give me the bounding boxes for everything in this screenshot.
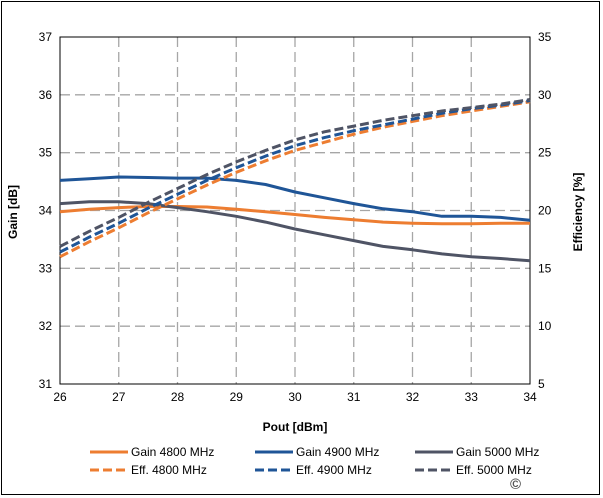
right-axis-title: Efficiency [%] [571,173,585,252]
x-tick-label: 27 [112,390,126,404]
series-line-gain-4800-mhz [59,205,530,226]
right-tick-label: 10 [538,319,552,333]
right-axis-ticks: 5 10 15 20 25 30 35 [538,30,552,391]
right-tick-label: 30 [538,88,552,102]
left-axis-title: Gain [dB] [6,185,20,239]
left-tick-label: 34 [39,204,53,218]
series-line-eff-4800-mhz [59,100,531,259]
legend-label: Gain 4800 MHz [131,445,214,459]
x-tick-label: 34 [523,390,537,404]
legend-label: Gain 4900 MHz [296,445,379,459]
legend-label: Eff. 4800 MHz [131,463,207,477]
series-lines [59,98,531,263]
x-tick-label: 26 [53,390,67,404]
grid [60,37,530,384]
x-axis-title: Pout [dBm] [263,420,328,434]
x-tick-label: 31 [347,390,361,404]
left-tick-label: 35 [39,146,53,160]
right-tick-label: 5 [538,377,545,391]
series-line-eff-4900-mhz [59,99,531,254]
left-tick-label: 31 [39,377,53,391]
x-tick-label: 32 [406,390,420,404]
x-tick-label: 29 [230,390,244,404]
series-line-gain-4900-mhz [59,175,531,222]
legend: Gain 4800 MHz Gain 4900 MHz Gain 5000 MHz E… [90,445,539,477]
x-tick-label: 33 [465,390,479,404]
x-axis-ticks: 26 27 28 29 30 31 32 33 34 [53,390,537,404]
right-tick-label: 20 [538,204,552,218]
x-tick-label: 30 [288,390,302,404]
series-line-eff-5000-mhz [59,98,531,248]
left-tick-label: 32 [39,319,53,333]
legend-label: Eff. 5000 MHz [456,463,532,477]
x-tick-label: 28 [171,390,185,404]
legend-label: Gain 5000 MHz [456,445,539,459]
right-tick-label: 15 [538,261,552,275]
series-line-gain-5000-mhz [59,200,531,263]
left-axis-ticks: 31 32 33 34 35 36 37 [39,30,53,391]
legend-label: Eff. 4900 MHz [296,463,372,477]
left-tick-label: 36 [39,88,53,102]
left-tick-label: 33 [39,261,53,275]
right-tick-label: 35 [538,30,552,44]
left-tick-label: 37 [39,30,53,44]
copyright-mark: © [510,476,521,493]
right-tick-label: 25 [538,146,552,160]
